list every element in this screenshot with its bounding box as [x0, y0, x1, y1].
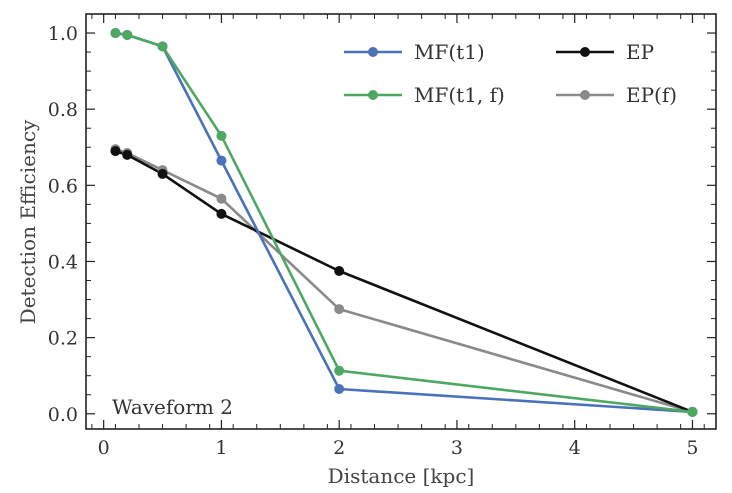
y-axis-label: Detection Efficiency — [16, 119, 40, 324]
legend-swatch-marker — [368, 47, 378, 57]
legend-swatch-marker — [580, 90, 590, 100]
plot-frame — [85, 13, 717, 430]
data-point-series-2 — [216, 208, 227, 219]
data-point-series-2 — [334, 265, 345, 276]
x-tick-label: 3 — [451, 437, 463, 459]
x-axis-label: Distance [kpc] — [328, 464, 475, 488]
y-tick-label: 0.8 — [48, 99, 78, 121]
legend-label: EP — [626, 40, 654, 64]
data-point-series-1 — [216, 130, 227, 141]
legend-label: MF(t1, f) — [414, 83, 505, 107]
y-tick-label: 0.6 — [48, 175, 78, 197]
data-point-series-2 — [157, 168, 168, 179]
data-point-series-0 — [216, 155, 227, 166]
data-point-series-1 — [110, 28, 121, 39]
legend-swatch-marker — [368, 90, 378, 100]
y-tick-label: 1.0 — [48, 23, 78, 45]
series-line-1 — [115, 31, 693, 414]
series-line-0 — [115, 31, 693, 414]
x-tick-label: 4 — [569, 437, 581, 459]
x-tick-label: 0 — [98, 437, 110, 459]
legend: MF(t1) MF(t1, f) EP EP(f) — [344, 40, 677, 107]
series-points — [110, 28, 698, 417]
y-tick-label: 0.4 — [48, 251, 78, 273]
legend-label: MF(t1) — [414, 40, 485, 64]
data-point-series-1 — [157, 41, 168, 52]
series-lines — [115, 31, 693, 414]
data-point-series-2 — [122, 149, 133, 160]
y-tick-label: 0.2 — [48, 328, 78, 350]
legend-label: EP(f) — [626, 83, 677, 107]
data-point-series-0 — [334, 384, 345, 395]
data-point-series-1 — [687, 406, 698, 417]
axis-ticks: 0 1 2 3 4 5 0.0 0.2 0.4 0.6 0.8 1.0 — [48, 14, 716, 459]
x-tick-label: 1 — [215, 437, 227, 459]
x-tick-label: 2 — [333, 437, 345, 459]
x-tick-label: 5 — [686, 437, 698, 459]
data-point-series-1 — [122, 29, 133, 40]
data-point-series-3 — [216, 193, 227, 204]
data-point-series-3 — [334, 304, 345, 315]
waveform-annotation: Waveform 2 — [112, 395, 233, 419]
data-point-series-2 — [110, 146, 121, 157]
series-line-3 — [115, 147, 693, 414]
y-tick-label: 0.0 — [48, 404, 78, 426]
legend-swatch-marker — [580, 47, 590, 57]
data-point-series-1 — [334, 365, 345, 376]
